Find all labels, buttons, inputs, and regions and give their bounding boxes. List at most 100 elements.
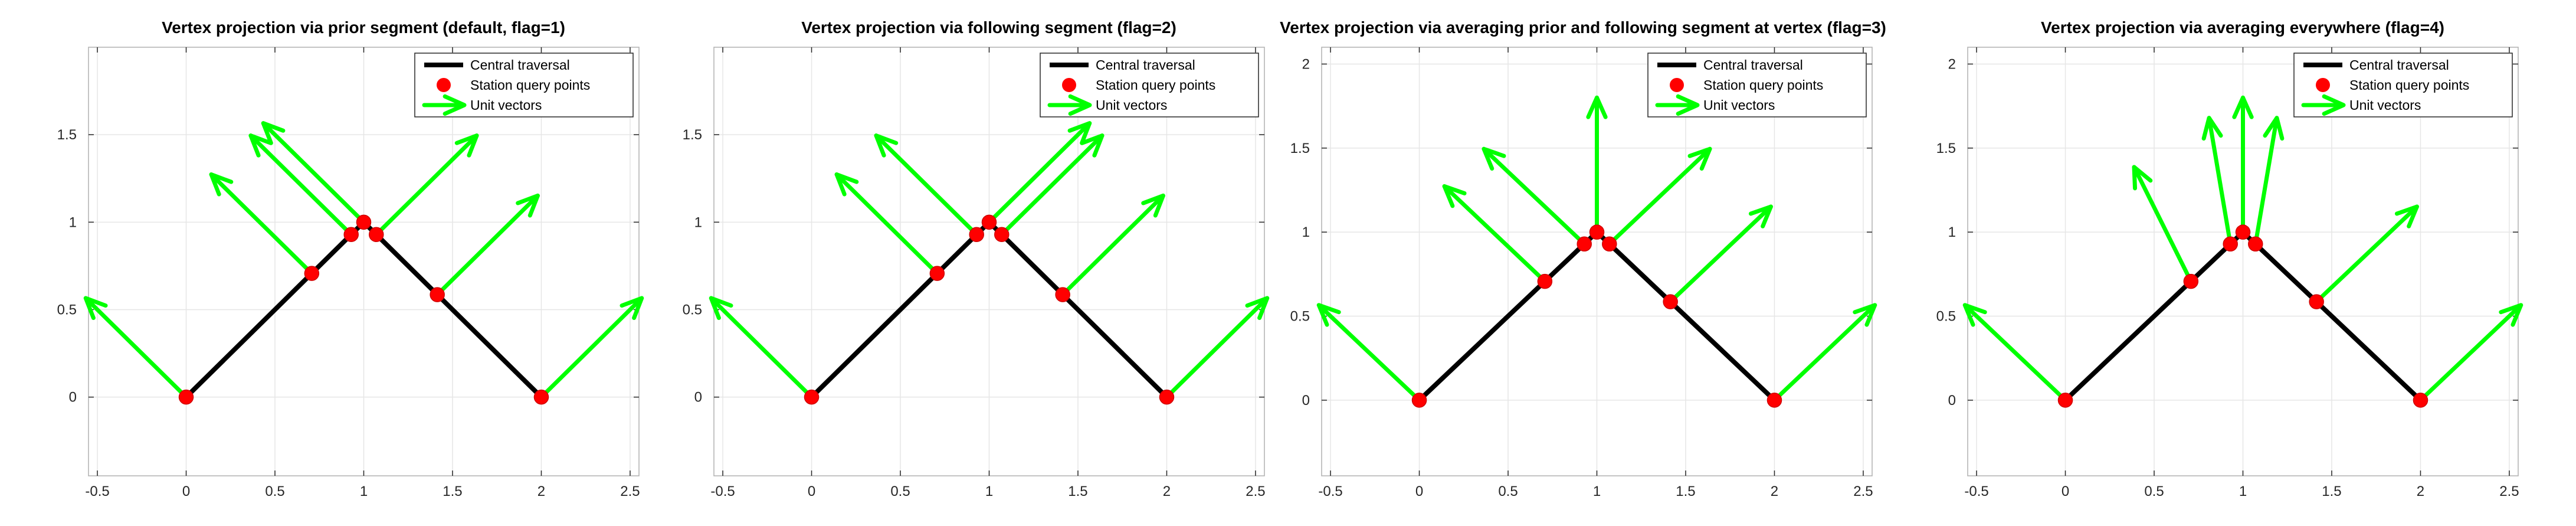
chart-title: Vertex projection via prior segment (def… [162,18,565,37]
unit-vector-head [2263,116,2285,141]
x-tick-label: 0.5 [890,483,910,499]
legend-swatch-station [2316,78,2330,92]
legend-entry: Central traversal [2349,57,2449,73]
x-tick-label: 2 [2417,483,2424,499]
station-point [1663,294,1678,309]
legend-entry: Station query points [1703,77,1823,93]
unit-vector [374,133,479,237]
chart-panel-4: -0.5 0 0.5 1 1.5 2 2.5 0 0.5 1 1.5 2 Vertex projecti… [1936,18,2523,499]
unit-vector [2418,303,2523,403]
y-tick-label: 0 [69,390,77,406]
unit-vector-head [209,172,234,197]
y-tick-label: 0.5 [57,302,77,318]
x-tick-label: 2 [1771,483,1778,499]
unit-vector-head [1141,193,1165,218]
unit-vector [248,133,353,237]
unit-vector-head [2499,303,2523,327]
unit-vector [2253,116,2279,246]
unit-vector [1164,296,1270,400]
unit-vector [1442,184,1547,284]
unit-vector [83,296,189,400]
unit-vector-head [1748,204,1773,228]
station-point [2183,273,2199,289]
x-tick-label: 0 [182,483,190,499]
y-tick-label: 0 [1948,393,1956,409]
station-point [430,287,445,302]
y-tick-label: 1.5 [683,127,702,143]
chart-panel-1: -0.5 0 0.5 1 1.5 2 2.5 0 0.5 1 1.5 Vertex projectio… [57,18,644,499]
unit-vector [2207,116,2233,246]
station-point [2235,224,2251,240]
legend-entry: Station query points [1096,77,1215,93]
station-point [1602,236,1617,252]
station-point [1055,287,1070,302]
x-tick-label: -0.5 [1318,483,1342,499]
x-tick-label: -0.5 [710,483,735,499]
station-point [533,389,549,405]
station-point [1159,389,1175,405]
x-tick-label: 1 [985,483,993,499]
y-tick-label: 0.5 [1290,309,1310,325]
station-point [2223,236,2238,252]
station-point [1537,273,1553,289]
x-tick-label: 0 [2062,483,2069,499]
y-tick-label: 2 [1302,56,1310,72]
legend-entry: Unit vectors [2349,97,2421,113]
y-tick-label: 2 [1948,56,1956,72]
legend: Central traversal Station query points Uni… [414,53,634,117]
unit-vector-head [1962,303,1987,327]
unit-vector-head [83,296,108,321]
station-point [1577,236,1592,252]
unit-vector [987,121,1092,224]
unit-vector-head [2132,165,2153,191]
station-point [1589,224,1605,240]
x-tick-label: 2 [538,483,545,499]
unit-vector-head [2232,95,2254,119]
legend-entry: Central traversal [1703,57,1803,73]
y-tick-label: 0.5 [1936,309,1956,325]
y-tick-label: 1.5 [1936,141,1956,156]
unit-vector [874,133,979,237]
x-tick-label: 0.5 [265,483,284,499]
x-tick-label: 1.5 [1068,483,1087,499]
legend: Central traversal Station query points Uni… [2293,53,2513,117]
legend-entry: Central traversal [1096,57,1195,73]
station-point [1767,393,1782,408]
x-tick-label: 2 [1163,483,1171,499]
unit-vector-head [1586,95,1608,119]
unit-vector-head [874,133,899,158]
station-point [2057,393,2073,408]
station-point [178,389,194,405]
y-tick-label: 1.5 [1290,141,1310,156]
chart-title: Vertex projection via averaging prior an… [1280,18,1886,37]
legend-swatch-vector-head [1676,94,1700,116]
unit-vector-head [1080,133,1105,158]
legend-swatch-station [1062,78,1076,92]
unit-vector [1482,146,1587,246]
unit-vector [834,172,939,276]
y-tick-label: 1 [694,214,702,230]
legend-swatch-station [437,78,451,92]
unit-vector [1668,204,1773,304]
x-tick-label: 1.5 [443,483,462,499]
unit-vector-head [1316,303,1341,327]
unit-vector [1607,146,1712,246]
station-point [356,214,372,230]
unit-vector-head [834,172,859,197]
x-tick-label: 1 [1593,483,1601,499]
unit-vector-head [2394,204,2419,228]
legend-entry: Station query points [470,77,590,93]
unit-vector [539,296,644,400]
x-tick-label: 2.5 [1246,483,1265,499]
x-tick-label: 2.5 [620,483,640,499]
unit-vector [1316,303,1422,403]
unit-vector-head [1853,303,1877,327]
unit-vector [2132,165,2193,284]
unit-vector-head [2201,116,2223,141]
x-tick-label: -0.5 [85,483,109,499]
y-tick-label: 1 [1948,224,1956,240]
legend: Central traversal Station query points Uni… [1040,53,1259,117]
legend-swatch-vector-head [443,94,467,116]
x-tick-label: 0 [1415,483,1423,499]
